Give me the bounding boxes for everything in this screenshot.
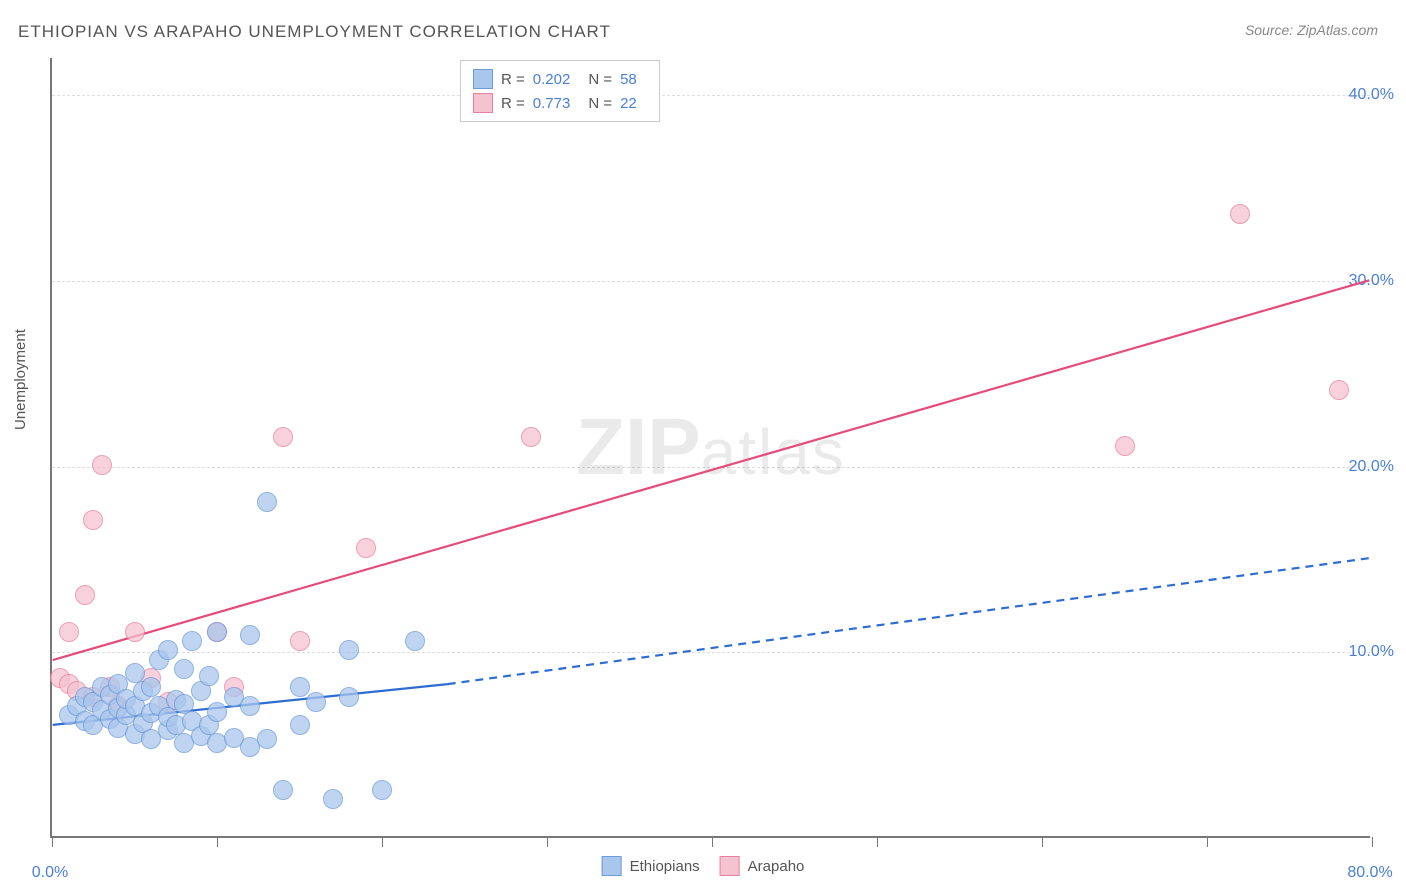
legend-row-arapaho: R = 0.773 N = 22 — [473, 91, 647, 115]
legend-row-ethiopians: R = 0.202 N = 58 — [473, 67, 647, 91]
data-point-ethiopians — [405, 631, 425, 651]
chart-title: ETHIOPIAN VS ARAPAHO UNEMPLOYMENT CORREL… — [18, 22, 611, 42]
data-point-arapaho — [1329, 380, 1349, 400]
legend-label-arapaho: Arapaho — [748, 858, 805, 875]
y-axis-label: Unemployment — [12, 329, 29, 430]
trend-lines-svg — [52, 58, 1370, 836]
n-label: N = — [588, 71, 612, 88]
x-tick-mark — [217, 837, 218, 847]
data-point-arapaho — [83, 510, 103, 530]
data-point-arapaho — [1115, 436, 1135, 456]
x-tick-label: 0.0% — [32, 864, 68, 882]
x-tick-mark — [1042, 837, 1043, 847]
data-point-ethiopians — [207, 702, 227, 722]
swatch-arapaho — [473, 93, 493, 113]
data-point-ethiopians — [199, 666, 219, 686]
data-point-ethiopians — [273, 780, 293, 800]
data-point-ethiopians — [158, 640, 178, 660]
r-value-arapaho: 0.773 — [533, 95, 571, 112]
r-label: R = — [501, 71, 525, 88]
data-point-arapaho — [125, 622, 145, 642]
x-tick-mark — [712, 837, 713, 847]
source-attribution: Source: ZipAtlas.com — [1245, 22, 1378, 38]
data-point-arapaho — [521, 427, 541, 447]
swatch-ethiopians — [473, 69, 493, 89]
data-point-arapaho — [75, 585, 95, 605]
data-point-arapaho — [1230, 204, 1250, 224]
data-point-ethiopians — [257, 492, 277, 512]
n-value-ethiopians: 58 — [620, 71, 637, 88]
data-point-ethiopians — [240, 696, 260, 716]
data-point-ethiopians — [207, 622, 227, 642]
x-tick-label: 80.0% — [1347, 864, 1392, 882]
swatch-ethiopians — [602, 856, 622, 876]
data-point-ethiopians — [125, 663, 145, 683]
data-point-ethiopians — [339, 640, 359, 660]
data-point-ethiopians — [257, 729, 277, 749]
legend-item-arapaho: Arapaho — [720, 856, 805, 876]
trend-line — [448, 558, 1370, 684]
data-point-ethiopians — [339, 687, 359, 707]
data-point-ethiopians — [141, 677, 161, 697]
data-point-ethiopians — [182, 631, 202, 651]
data-point-ethiopians — [306, 692, 326, 712]
data-point-ethiopians — [240, 625, 260, 645]
data-point-arapaho — [273, 427, 293, 447]
x-tick-mark — [52, 837, 53, 847]
data-point-ethiopians — [323, 789, 343, 809]
x-tick-mark — [877, 837, 878, 847]
legend-label-ethiopians: Ethiopians — [630, 858, 700, 875]
x-tick-mark — [547, 837, 548, 847]
data-point-arapaho — [92, 455, 112, 475]
r-value-ethiopians: 0.202 — [533, 71, 571, 88]
x-tick-mark — [382, 837, 383, 847]
data-point-ethiopians — [290, 715, 310, 735]
data-point-arapaho — [356, 538, 376, 558]
data-point-arapaho — [290, 631, 310, 651]
legend-item-ethiopians: Ethiopians — [602, 856, 700, 876]
n-value-arapaho: 22 — [620, 95, 637, 112]
n-label: N = — [588, 95, 612, 112]
legend-correlation-box: R = 0.202 N = 58 R = 0.773 N = 22 — [460, 60, 660, 122]
legend-series-box: Ethiopians Arapaho — [602, 856, 805, 876]
data-point-arapaho — [59, 622, 79, 642]
plot-area: ZIPatlas — [50, 58, 1370, 838]
r-label: R = — [501, 95, 525, 112]
data-point-ethiopians — [290, 677, 310, 697]
x-tick-mark — [1372, 837, 1373, 847]
trend-line — [53, 280, 1370, 660]
data-point-ethiopians — [174, 659, 194, 679]
swatch-arapaho — [720, 856, 740, 876]
data-point-ethiopians — [372, 780, 392, 800]
x-tick-mark — [1207, 837, 1208, 847]
